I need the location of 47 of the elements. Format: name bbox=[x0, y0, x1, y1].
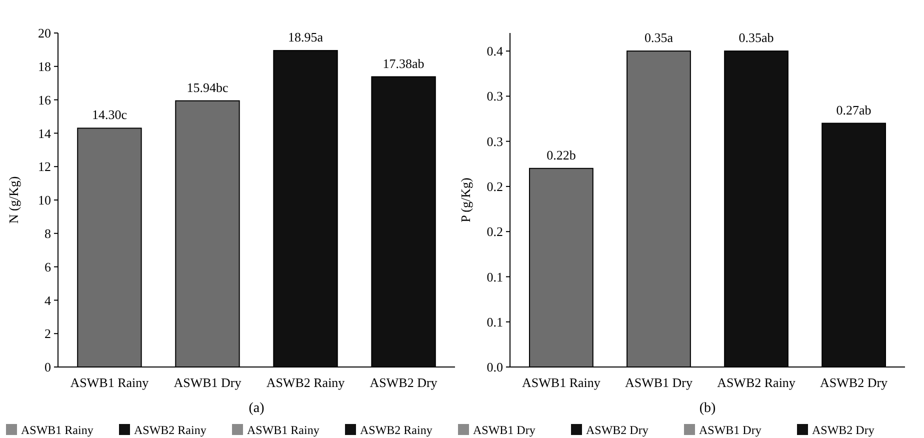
y-axis-title: N (g/Kg) bbox=[6, 176, 21, 224]
category-label: ASWB2 Dry bbox=[586, 423, 648, 437]
x-tick-label: ASWB2 Dry bbox=[370, 375, 438, 390]
y-tick-label: 0 bbox=[44, 360, 51, 375]
y-tick-label: 12 bbox=[38, 159, 51, 174]
y-tick-label: 6 bbox=[44, 259, 52, 274]
y-tick-label: 0.3 bbox=[486, 134, 503, 149]
y-tick-label: 0.3 bbox=[486, 88, 503, 104]
y-tick-label: 0.2 bbox=[486, 224, 503, 240]
data-label: 0.27ab bbox=[836, 102, 872, 118]
category-label: ASWB1 Rainy bbox=[21, 423, 94, 437]
y-tick-label: 20 bbox=[38, 26, 51, 41]
category-label: ASWB2 Dry bbox=[812, 423, 874, 437]
y-tick-label: 0.1 bbox=[486, 314, 503, 330]
x-tick-label: ASWB2 Rainy bbox=[266, 375, 346, 390]
data-label: 0.22b bbox=[546, 147, 576, 162]
x-tick-label: ASWB2 Dry bbox=[820, 375, 888, 390]
x-tick-label: ASWB1 Dry bbox=[174, 375, 242, 390]
x-tick-label: ASWB1 Dry bbox=[624, 375, 693, 390]
category-label: ASWB1 Dry bbox=[473, 423, 536, 437]
x-tick-label: ASWB1 Rainy bbox=[70, 375, 150, 390]
y-tick-label: 18 bbox=[38, 58, 51, 74]
y-tick-label: 0.2 bbox=[486, 179, 503, 194]
data-label: 15.94bc bbox=[186, 80, 228, 95]
x-tick-label: ASWB2 Rainy bbox=[717, 375, 796, 390]
x-tick-label: ASWB1 Rainy bbox=[522, 375, 601, 390]
category-label: ASWB2 Rainy bbox=[360, 423, 432, 437]
x-axis-title: (a) bbox=[248, 401, 265, 416]
y-tick-label: 0.0 bbox=[486, 360, 503, 375]
y-tick-label: 0.4 bbox=[486, 44, 504, 59]
data-label: 17.38ab bbox=[382, 56, 424, 71]
data-label: 0.35ab bbox=[738, 30, 774, 46]
y-axis-title: P (g/Kg) bbox=[458, 178, 473, 222]
y-tick-label: 16 bbox=[38, 92, 52, 108]
category-label: ASWB2 Rainy bbox=[134, 423, 206, 437]
y-tick-label: 2 bbox=[44, 326, 51, 342]
y-tick-label: 0.1 bbox=[486, 269, 503, 284]
data-label: 14.30c bbox=[92, 107, 128, 122]
x-axis-title: (b) bbox=[699, 401, 716, 416]
data-label: 0.35a bbox=[644, 30, 674, 46]
y-tick-label: 10 bbox=[38, 192, 51, 208]
y-tick-label: 14 bbox=[38, 126, 52, 141]
category-label: ASWB1 Rainy bbox=[247, 423, 320, 437]
y-tick-label: 8 bbox=[44, 226, 51, 241]
y-tick-label: 4 bbox=[44, 292, 52, 308]
category-label: ASWB1 Dry bbox=[699, 423, 762, 437]
data-label: 18.95a bbox=[288, 30, 324, 45]
